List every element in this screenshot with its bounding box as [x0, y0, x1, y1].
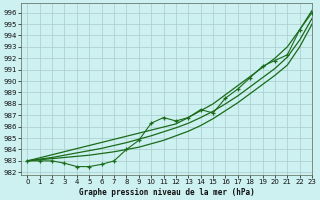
X-axis label: Graphe pression niveau de la mer (hPa): Graphe pression niveau de la mer (hPa) — [79, 188, 254, 197]
